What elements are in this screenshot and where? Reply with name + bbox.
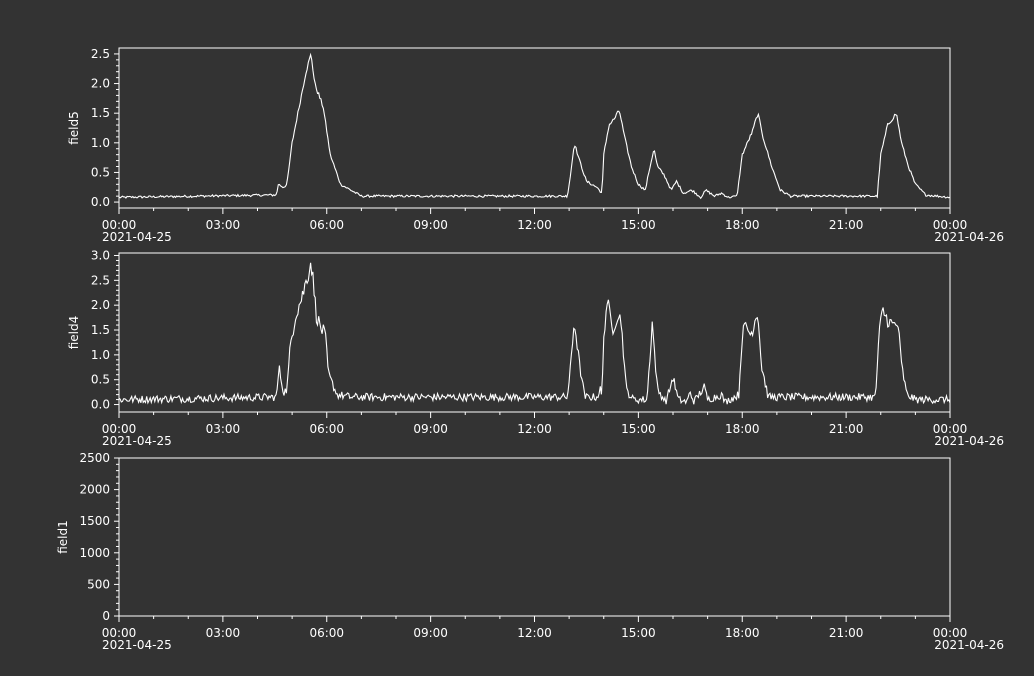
y-tick-label: 2500	[79, 451, 110, 465]
y-tick-label: 2.5	[91, 273, 110, 287]
x-tick-label: 09:00	[413, 422, 448, 436]
x-start-date-label: 2021-04-25	[102, 638, 172, 652]
x-tick-label: 12:00	[517, 422, 552, 436]
y-tick-label: 1000	[79, 546, 110, 560]
x-start-date-label: 2021-04-25	[102, 230, 172, 244]
x-tick-label: 00:00	[102, 626, 137, 640]
x-tick-label: 00:00	[933, 626, 968, 640]
x-tick-label: 06:00	[309, 218, 344, 232]
y-tick-label: 3.0	[91, 248, 110, 262]
x-tick-label: 06:00	[309, 422, 344, 436]
series-line	[118, 52, 951, 200]
y-tick-label: 0	[102, 609, 110, 623]
x-tick-label: 00:00	[933, 422, 968, 436]
x-tick-label: 03:00	[206, 422, 241, 436]
x-tick-label: 21:00	[829, 626, 864, 640]
x-tick-label: 00:00	[102, 422, 137, 436]
x-tick-label: 12:00	[517, 218, 552, 232]
x-tick-label: 03:00	[206, 626, 241, 640]
x-tick-label: 18:00	[725, 422, 760, 436]
x-tick-label: 06:00	[309, 626, 344, 640]
plot-frame	[118, 457, 951, 617]
x-tick-label: 15:00	[621, 626, 656, 640]
y-axis-label: field1	[56, 520, 70, 554]
y-tick-label: 500	[87, 577, 110, 591]
x-tick-label: 18:00	[725, 218, 760, 232]
y-tick-label: 2.0	[91, 77, 110, 91]
x-start-date-label: 2021-04-25	[102, 434, 172, 448]
x-tick-label: 15:00	[621, 422, 656, 436]
x-tick-label: 21:00	[829, 218, 864, 232]
y-tick-label: 0.0	[91, 195, 110, 209]
y-axis-label: field4	[67, 316, 81, 350]
y-tick-label: 0.0	[91, 398, 110, 412]
x-tick-label: 12:00	[517, 626, 552, 640]
y-tick-label: 2000	[79, 483, 110, 497]
y-tick-label: 0.5	[91, 165, 110, 179]
x-tick-label: 15:00	[621, 218, 656, 232]
x-tick-label: 00:00	[933, 218, 968, 232]
y-tick-label: 2.0	[91, 298, 110, 312]
plot-frame	[118, 252, 951, 413]
series-line	[118, 262, 951, 405]
plot-frame	[118, 47, 951, 209]
x-tick-label: 00:00	[102, 218, 137, 232]
y-tick-label: 1.0	[91, 348, 110, 362]
x-tick-label: 03:00	[206, 218, 241, 232]
y-tick-label: 1.0	[91, 136, 110, 150]
x-tick-label: 21:00	[829, 422, 864, 436]
y-tick-label: 1.5	[91, 323, 110, 337]
y-axis-label: field5	[67, 111, 81, 145]
y-tick-label: 1.5	[91, 106, 110, 120]
x-tick-label: 09:00	[413, 626, 448, 640]
y-tick-label: 2.5	[91, 47, 110, 61]
y-tick-label: 0.5	[91, 373, 110, 387]
x-tick-label: 18:00	[725, 626, 760, 640]
x-end-date-label: 2021-04-26	[934, 230, 1004, 244]
x-end-date-label: 2021-04-26	[934, 638, 1004, 652]
x-end-date-label: 2021-04-26	[934, 434, 1004, 448]
y-tick-label: 1500	[79, 514, 110, 528]
x-tick-label: 09:00	[413, 218, 448, 232]
